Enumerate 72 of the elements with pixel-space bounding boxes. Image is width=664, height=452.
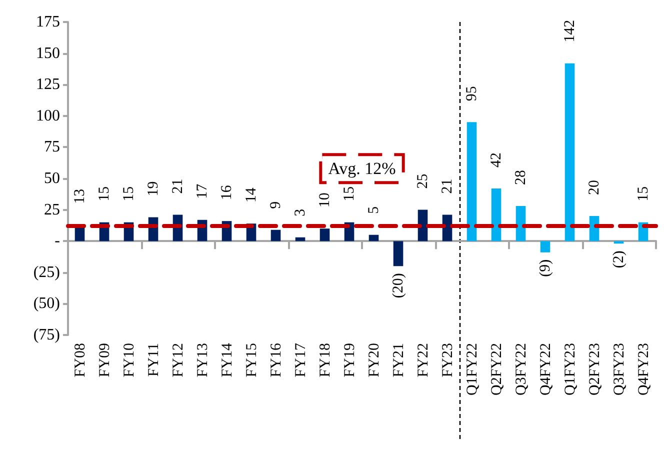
data-label: (9) bbox=[537, 259, 554, 277]
bar bbox=[418, 210, 428, 242]
data-label: 5 bbox=[366, 206, 382, 214]
data-label: (2) bbox=[610, 250, 627, 268]
bar bbox=[491, 188, 502, 242]
y-tick-label: (25) bbox=[33, 264, 60, 281]
y-tick-label: 175 bbox=[36, 14, 60, 30]
x-tick-label: FY10 bbox=[121, 343, 138, 378]
bar bbox=[516, 206, 526, 242]
bar bbox=[320, 228, 330, 242]
x-tick-label: FY19 bbox=[342, 343, 358, 378]
data-label: 15 bbox=[635, 186, 652, 202]
data-label: 16 bbox=[218, 184, 235, 200]
data-label: 95 bbox=[464, 86, 480, 102]
y-tick-label: 125 bbox=[36, 76, 60, 94]
data-label: 15 bbox=[341, 186, 358, 202]
bar bbox=[466, 122, 477, 242]
data-label: 20 bbox=[586, 180, 602, 196]
bar bbox=[540, 241, 550, 252]
x-tick-label: FY17 bbox=[292, 342, 309, 378]
data-label: 14 bbox=[243, 187, 260, 203]
y-tick-label: 25 bbox=[44, 201, 60, 218]
data-label: 42 bbox=[488, 152, 504, 168]
bar bbox=[368, 234, 379, 242]
data-label: 13 bbox=[72, 188, 88, 204]
data-label: 17 bbox=[194, 183, 210, 199]
x-tick-label: FY18 bbox=[317, 343, 334, 378]
x-tick-label: FY22 bbox=[415, 343, 432, 378]
y-tick-label: 75 bbox=[44, 138, 60, 156]
x-tick-label: FY21 bbox=[390, 343, 407, 378]
x-tick-label: Q4FY22 bbox=[538, 343, 554, 396]
y-tick-label: (75) bbox=[33, 326, 60, 344]
data-label: 15 bbox=[120, 186, 137, 202]
x-tick-label: FY09 bbox=[96, 343, 113, 378]
x-tick-label: FY08 bbox=[72, 343, 88, 378]
x-tick-label: Q3FY23 bbox=[611, 343, 628, 396]
x-tick-label: FY13 bbox=[194, 343, 211, 378]
bar bbox=[564, 63, 575, 242]
x-tick-label: FY14 bbox=[219, 342, 236, 378]
data-label: 15 bbox=[96, 186, 112, 202]
x-tick-label: Q1FY22 bbox=[464, 343, 480, 396]
data-label: 142 bbox=[562, 20, 578, 42]
y-tick-label: 100 bbox=[36, 107, 60, 124]
data-label: 9 bbox=[268, 201, 284, 209]
data-label: (20) bbox=[390, 273, 406, 298]
bar bbox=[270, 230, 281, 242]
x-tick-label: FY23 bbox=[440, 343, 456, 378]
y-tick-label: 50 bbox=[44, 170, 60, 187]
ref-line-label: Avg. 12% bbox=[328, 159, 396, 178]
data-label: 3 bbox=[292, 208, 308, 216]
bar bbox=[295, 237, 306, 242]
bar bbox=[393, 241, 404, 266]
y-tick-label: (50) bbox=[33, 295, 60, 312]
x-tick-label: FY11 bbox=[146, 343, 162, 377]
x-tick-label: Q1FY23 bbox=[562, 343, 578, 396]
data-label: 28 bbox=[512, 170, 529, 186]
data-label: 19 bbox=[145, 181, 162, 196]
data-label: 21 bbox=[439, 178, 456, 194]
x-tick-label: Q2FY22 bbox=[488, 343, 505, 396]
x-tick-label: FY12 bbox=[170, 343, 186, 378]
x-tick-label: FY20 bbox=[366, 343, 382, 378]
bar bbox=[614, 241, 624, 244]
x-tick-label: FY15 bbox=[244, 343, 260, 378]
x-tick-label: FY16 bbox=[268, 342, 284, 378]
y-tick-label: - bbox=[54, 232, 60, 250]
y-tick-label: 150 bbox=[36, 44, 60, 62]
x-tick-label: Q4FY23 bbox=[636, 343, 652, 396]
data-label: 25 bbox=[414, 174, 431, 189]
x-tick-label: Q3FY22 bbox=[513, 343, 530, 396]
data-label: 10 bbox=[316, 192, 333, 208]
x-tick-label: Q2FY23 bbox=[586, 343, 603, 396]
data-label: 21 bbox=[170, 178, 186, 194]
